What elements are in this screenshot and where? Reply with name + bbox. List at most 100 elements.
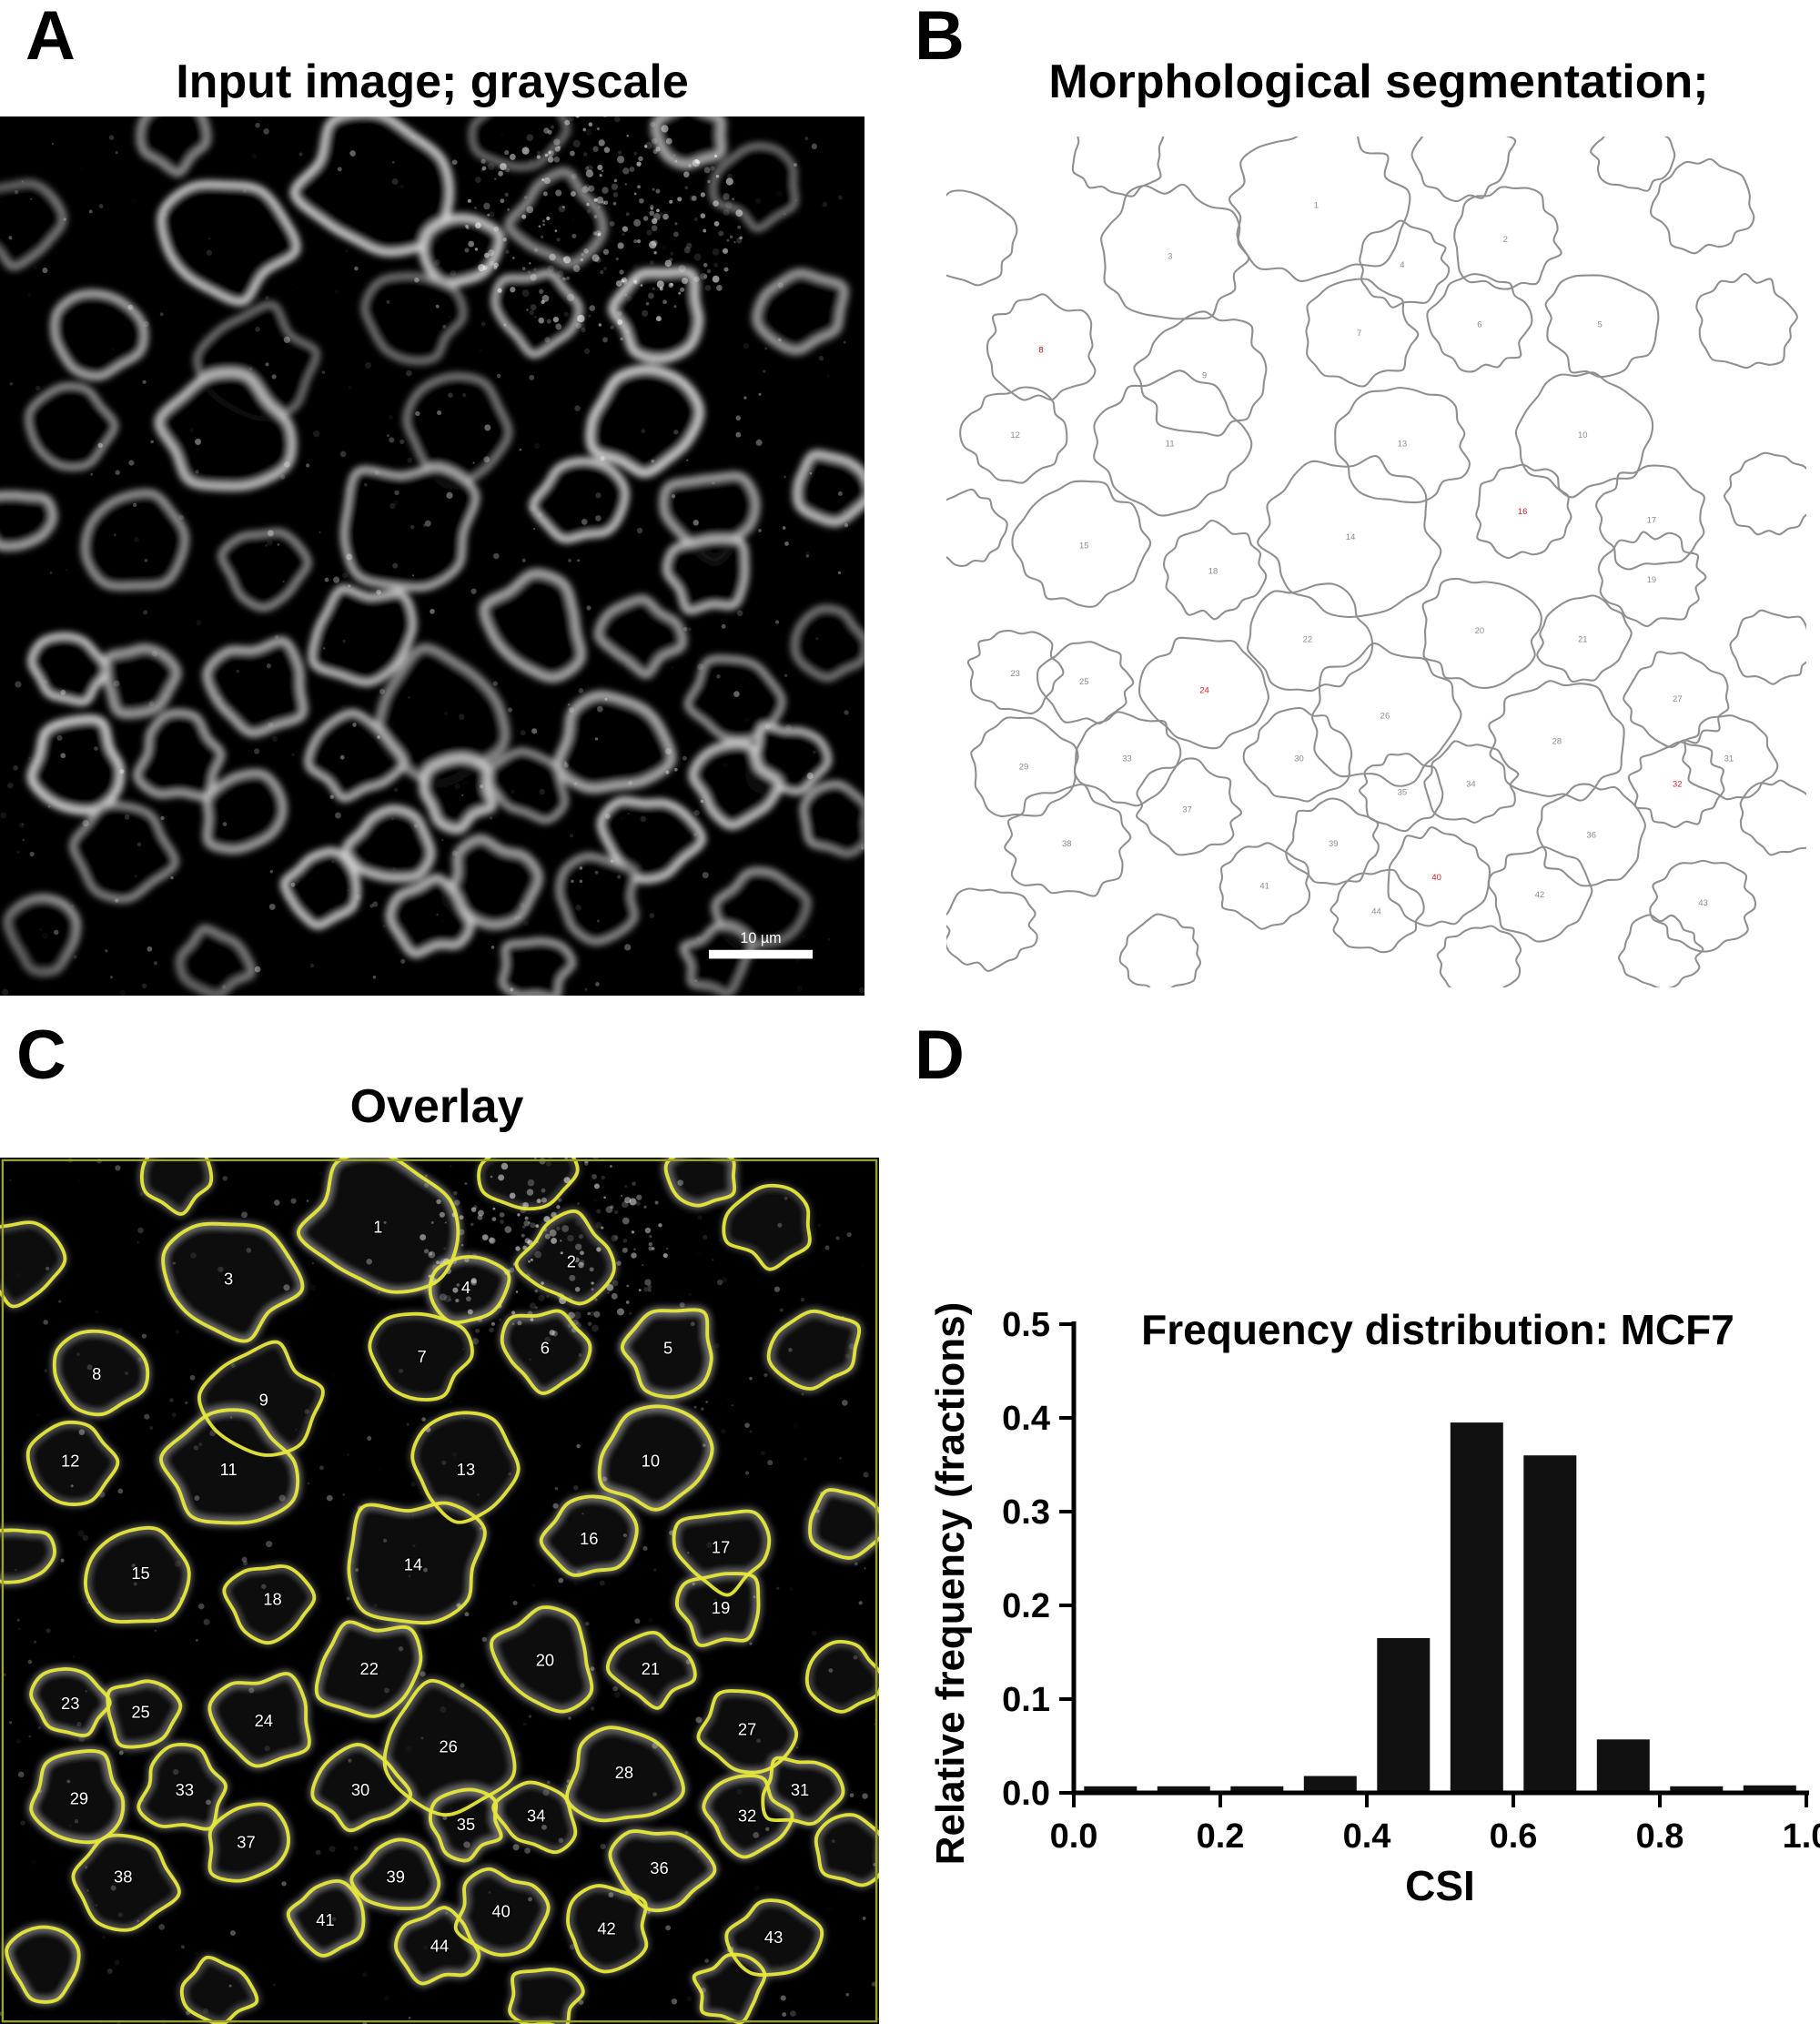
cell-number-label: 34	[1466, 778, 1476, 788]
cell-number-label: 15	[131, 1564, 149, 1583]
segmentation-outlines	[946, 137, 1806, 987]
y-tick-label: 0.4	[1002, 1400, 1050, 1438]
panel-a-label: A	[25, 0, 76, 75]
cell-number-label: 40	[1431, 872, 1441, 882]
cell-number-label: 20	[1475, 625, 1485, 635]
cell-number-label: 11	[1166, 438, 1175, 448]
x-tick-label: 0.2	[1197, 1817, 1245, 1856]
chart-x-axis-label: CSI	[1405, 1862, 1475, 1909]
frequency-distribution-chart: Relative frequency (fractions) 0.0 0.1 0.2…	[919, 1238, 1820, 1929]
cell-number-label: 43	[764, 1928, 783, 1947]
cell-number-label: 23	[1010, 668, 1020, 678]
bar	[1450, 1422, 1503, 1793]
cell-number-label: 40	[491, 1903, 510, 1921]
cell-number-label: 19	[1647, 574, 1657, 584]
cell-number-label: 18	[263, 1591, 281, 1609]
bars	[1084, 1422, 1796, 1793]
cell-number-label: 36	[1586, 829, 1596, 839]
cell-number-label: 37	[237, 1833, 255, 1851]
cell-number-label: 6	[1477, 319, 1481, 329]
cell-number-label: 27	[738, 1721, 756, 1739]
cell-number-label: 26	[1380, 711, 1390, 721]
x-tick-label: 1.0	[1783, 1817, 1820, 1856]
y-tick-label: 0.1	[1002, 1681, 1050, 1719]
cell-number-label: 12	[61, 1452, 79, 1471]
panel-c-overlay: 1 2 3 4 5 6 7 8 9 10 11 12 13 14 15 16 17 18 19 20 21 22 23 24 2…	[0, 1158, 879, 2024]
bar	[1743, 1785, 1796, 1793]
cell-number-label: 6	[541, 1340, 550, 1358]
cell-number-label: 24	[255, 1712, 273, 1730]
x-tick-label: 0.6	[1490, 1817, 1538, 1856]
cell-number-label: 14	[1346, 531, 1356, 541]
cell-number-label: 10	[642, 1452, 660, 1471]
cell-number-label: 44	[430, 1938, 449, 1956]
bar	[1303, 1776, 1357, 1793]
cell-number-label: 11	[220, 1461, 238, 1479]
cell-number-label: 9	[1202, 370, 1207, 380]
x-tick-label: 0.4	[1343, 1817, 1391, 1856]
panel-a-micrograph: 10 µm	[0, 116, 864, 996]
overlay-frame	[1, 1159, 878, 2023]
chart-title: Frequency distribution: MCF7	[1141, 1306, 1734, 1353]
cell-number-label: 41	[316, 1911, 334, 1929]
panel-c-title: Overlay	[349, 1080, 524, 1133]
cell-number-label: 14	[404, 1556, 422, 1574]
cell-number-label: 25	[1079, 676, 1089, 686]
cell-number-label: 35	[1398, 787, 1408, 797]
bar-chart-canvas: 0.0 0.1 0.2 0.3 0.4 0.5 0.0 0.2 0.4 0.6 0.8 1.0	[1002, 1306, 1820, 1856]
cell-number-label: 42	[597, 1920, 615, 1938]
cell-number-label: 9	[259, 1392, 268, 1410]
cell-number-label: 13	[1398, 438, 1408, 448]
panel-c-label: C	[16, 1017, 66, 1094]
cell-number-label: 28	[1552, 736, 1562, 746]
cell-number-label: 25	[131, 1704, 149, 1722]
cell-number-label: 32	[738, 1807, 756, 1826]
cell-number-label: 16	[1518, 506, 1528, 516]
cell-number-label: 4	[461, 1279, 470, 1297]
cell-number-label: 1	[373, 1218, 382, 1236]
cell-number-label: 23	[61, 1695, 79, 1713]
cell-number-label: 5	[1598, 319, 1603, 329]
cell-number-label: 12	[1010, 430, 1020, 440]
bar	[1670, 1786, 1724, 1793]
segmentation-numbers: 1234567891011121314151617181920212223242…	[1010, 200, 1734, 916]
cell-number-label: 2	[1503, 234, 1508, 244]
bar	[1084, 1786, 1138, 1793]
cell-number-label: 38	[114, 1867, 132, 1886]
cell-number-label: 3	[224, 1270, 233, 1289]
cell-number-label: 44	[1371, 906, 1381, 916]
cell-number-label: 5	[663, 1340, 672, 1358]
x-tick-label: 0.8	[1636, 1817, 1684, 1856]
cell-number-label: 22	[1303, 633, 1313, 643]
cell-number-label: 36	[650, 1859, 668, 1877]
cell-number-label: 39	[386, 1867, 404, 1886]
cell-number-label: 26	[439, 1738, 457, 1756]
cell-number-label: 18	[1208, 566, 1218, 576]
cell-number-label: 33	[176, 1781, 194, 1799]
cell-number-label: 13	[457, 1461, 475, 1479]
cell-number-label: 33	[1122, 753, 1132, 763]
y-tick-label: 0.0	[1002, 1775, 1050, 1813]
cell-number-label: 42	[1535, 889, 1545, 899]
cell-number-label: 1	[1314, 200, 1319, 210]
cell-number-label: 7	[418, 1348, 427, 1366]
cell-number-label: 17	[712, 1539, 730, 1557]
cell-number-label: 41	[1259, 881, 1269, 891]
cell-number-label: 28	[615, 1764, 633, 1782]
cell-number-label: 30	[351, 1781, 369, 1799]
cell-number-label: 30	[1294, 753, 1304, 763]
cell-number-label: 16	[580, 1530, 598, 1548]
y-tick-label: 0.3	[1002, 1493, 1050, 1532]
cell-number-label: 35	[457, 1816, 475, 1834]
cell-number-label: 7	[1357, 328, 1361, 338]
y-tick-label: 0.5	[1002, 1306, 1050, 1344]
cell-number-label: 21	[642, 1660, 660, 1678]
bar	[1377, 1638, 1431, 1793]
cell-number-label: 32	[1673, 778, 1683, 788]
cell-number-label: 2	[567, 1253, 576, 1271]
cell-number-label: 43	[1698, 897, 1708, 907]
cell-number-label: 38	[1062, 838, 1072, 848]
cell-number-label: 3	[1168, 251, 1172, 261]
